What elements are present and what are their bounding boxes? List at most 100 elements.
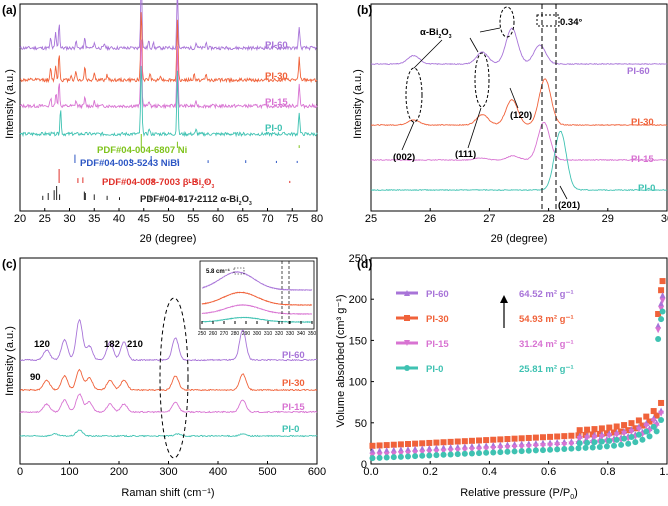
bet-point-PI-0-23 <box>532 447 539 454</box>
panel-c-label: (c) <box>2 257 17 271</box>
ellipse-120 <box>499 6 515 38</box>
bet-point-PI-60-3 <box>390 446 397 453</box>
bet-point-PI-0-45 <box>650 423 657 430</box>
bet-point-PI-15-20 <box>511 444 518 451</box>
bet-point-PI-0-47 <box>635 431 642 438</box>
bet-point-PI-30-13 <box>461 438 468 445</box>
bet-point-PI-15-23 <box>532 443 539 450</box>
bet-point-PI-15-18 <box>497 445 504 452</box>
bet-point-PI-30-37 <box>632 425 639 432</box>
bet-point-PI-15-16 <box>483 446 490 453</box>
raman-peak-182: 182 <box>104 339 120 350</box>
panel-c-legend-pi15: PI-15 <box>282 402 305 413</box>
bet-point-PI-30-24 <box>539 434 546 441</box>
bet-point-PI-60-6 <box>412 445 419 452</box>
bet-point-PI-0-14 <box>468 450 475 457</box>
panel-b-x-tick-label-30: 30 <box>661 213 668 225</box>
panel-b-x-tick-label-26: 26 <box>424 213 436 225</box>
hkl-002: (002) <box>393 152 415 163</box>
bet-point-PI-30-48 <box>628 420 635 427</box>
bet-point-PI-30-6 <box>412 440 419 447</box>
bet-point-PI-0-20 <box>511 448 518 455</box>
bet-point-PI-30-8 <box>426 439 433 446</box>
panel-b-x-ticks: 25 26 27 28 29 30 <box>365 208 668 225</box>
panel-d-y-ticks: 0 50 100 150 200 250 <box>349 253 374 471</box>
bet-point-PI-30-16 <box>483 437 490 444</box>
panel-a-traces <box>19 0 318 138</box>
bet-point-PI-30-28 <box>568 432 575 439</box>
bet-point-PI-30-38 <box>639 422 646 429</box>
panel-d-points <box>369 278 666 462</box>
panel-c-traces <box>19 318 318 438</box>
panel-d-x-tick-label-1: 1.0 <box>659 466 668 478</box>
alpha-pointer-2 <box>469 37 479 53</box>
panel-a-references <box>42 134 300 200</box>
bet-point-PI-0-8 <box>426 452 433 459</box>
bet-point-PI-0-1 <box>376 454 383 461</box>
panel-d-x-tick-label-0.2: 0.2 <box>423 466 438 478</box>
bet-point-PI-0-2 <box>383 454 390 461</box>
panel-c-x-tick-label-300: 300 <box>159 466 177 478</box>
bet-point-PI-15-47 <box>635 426 642 433</box>
bet-point-PI-0-50 <box>613 436 620 443</box>
bet-point-PI-15-11 <box>447 448 454 455</box>
bet-point-PI-30-53 <box>591 426 598 433</box>
panel-c-x-tick-label-0: 0 <box>17 466 23 478</box>
panel-b-legend-pi0: PI-0 <box>638 183 655 194</box>
bet-point-PI-0-40 <box>653 428 660 435</box>
bet-point-PI-0-24 <box>539 447 546 454</box>
ellipse-111 <box>474 52 490 108</box>
xrd-zoom-trace-PI-60 <box>370 27 668 66</box>
alpha-pointer-1 <box>413 39 443 69</box>
bet-point-PI-15-49 <box>621 430 628 437</box>
legend-marker-PI-15 <box>404 340 410 346</box>
bet-point-PI-15-26 <box>554 442 561 449</box>
hkl-201-pointer <box>559 185 568 200</box>
panel-c-legend-pi30: PI-30 <box>282 378 305 389</box>
bet-point-PI-0-28 <box>568 445 575 452</box>
bet-point-PI-0-12 <box>454 451 461 458</box>
bet-point-PI-30-43 <box>659 278 666 285</box>
bet-point-PI-0-3 <box>390 454 397 461</box>
xrd-trace-PI-15 <box>19 39 318 110</box>
bet-point-PI-30-19 <box>504 436 511 443</box>
panel-a-x-tick-label-70: 70 <box>261 213 273 225</box>
panel-b-x-tick-label-25: 25 <box>365 213 377 225</box>
bet-point-PI-15-43 <box>659 297 666 304</box>
bet-point-PI-30-22 <box>525 434 532 441</box>
bet-point-PI-30-47 <box>635 417 642 424</box>
panel-d-y-tick-label-200: 200 <box>349 294 367 306</box>
bet-point-PI-0-55 <box>576 440 583 447</box>
bet-point-PI-15-55 <box>576 435 583 442</box>
bet-point-PI-0-32 <box>596 443 603 450</box>
bet-point-PI-30-17 <box>490 436 497 443</box>
legend-name-PI-15: PI-15 <box>426 339 449 350</box>
panel-a-x-tick-label-25: 25 <box>39 213 51 225</box>
bet-point-PI-0-15 <box>476 450 483 457</box>
legend-area-PI-15: 31.24 m² g⁻¹ <box>519 339 574 350</box>
bet-point-PI-15-15 <box>476 446 483 453</box>
bet-point-PI-15-46 <box>643 423 650 430</box>
raman-trace-PI-30 <box>19 368 318 392</box>
bet-point-PI-30-30 <box>582 431 589 438</box>
bet-point-PI-30-36 <box>625 427 632 434</box>
panel-b: (b) 25 26 27 28 29 30 2θ (degree) Intensity (… <box>352 3 668 245</box>
bet-point-PI-60-1 <box>376 447 383 454</box>
shift-label: 0.34° <box>560 17 582 28</box>
bet-point-PI-0-16 <box>483 449 490 456</box>
bet-point-PI-0-44 <box>658 417 665 424</box>
inset-shift-label: 5.8 cm⁻¹ <box>206 268 230 275</box>
panel-a-ylabel: Intensity (a.u.) <box>4 69 16 139</box>
panel-a-x-tick-label-30: 30 <box>63 213 75 225</box>
panel-d-frame <box>370 257 668 465</box>
bet-point-PI-30-55 <box>576 427 583 434</box>
bet-point-PI-0-36 <box>625 440 632 447</box>
hkl-201: (201) <box>558 200 580 211</box>
inset-x-tick-label-280: 280 <box>231 331 240 337</box>
panel-b-legend-pi15: PI-15 <box>631 154 654 165</box>
bet-point-PI-30-15 <box>476 437 483 444</box>
panel-a-x-tick-label-35: 35 <box>88 213 100 225</box>
bet-point-PI-30-14 <box>468 437 475 444</box>
bet-point-PI-30-33 <box>603 430 610 437</box>
panel-b-legend-pi30: PI-30 <box>631 117 654 128</box>
